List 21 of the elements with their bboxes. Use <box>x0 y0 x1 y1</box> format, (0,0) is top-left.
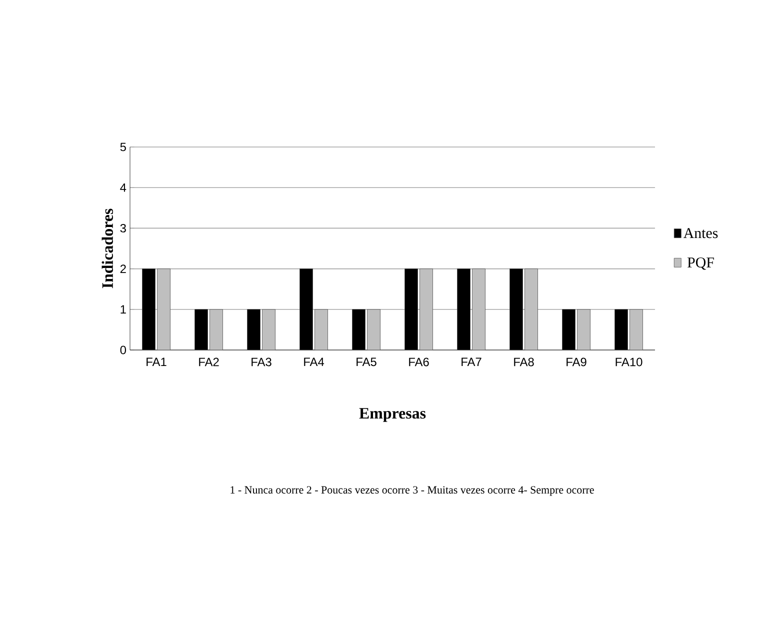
x-tick-label: FA6 <box>409 358 429 366</box>
y-tick-label: 1 <box>120 305 126 314</box>
x-tick-label: FA8 <box>514 358 534 366</box>
y-tick-label: 3 <box>120 224 126 232</box>
x-tick-label: FA7 <box>462 358 482 366</box>
x-tick-label: FA5 <box>356 358 376 366</box>
x-tick-label: FA2 <box>199 358 219 366</box>
x-tick-label: FA4 <box>304 358 324 366</box>
x-tick-label: FA9 <box>566 358 586 366</box>
y-tick-label: 2 <box>120 264 126 273</box>
legend-label: Antes <box>683 228 718 238</box>
y-tick-label: 5 <box>120 142 126 152</box>
x-axis-title: Empresas <box>359 408 426 422</box>
text: 1 - Nunca ocorre 2 - Poucas vezes ocorre 3 - Muitas vezes ocorre 4- Sempre ocorre <box>230 486 594 496</box>
y-axis-title: Indicadores <box>102 208 113 288</box>
legend-label: PQF <box>687 257 714 270</box>
x-tick-label: FA3 <box>252 358 272 366</box>
x-tick-label: FA1 <box>146 358 166 366</box>
x-tick-label: FA10 <box>616 358 642 366</box>
y-tick-label: 0 <box>120 346 126 354</box>
y-tick-label: 4 <box>120 183 126 192</box>
